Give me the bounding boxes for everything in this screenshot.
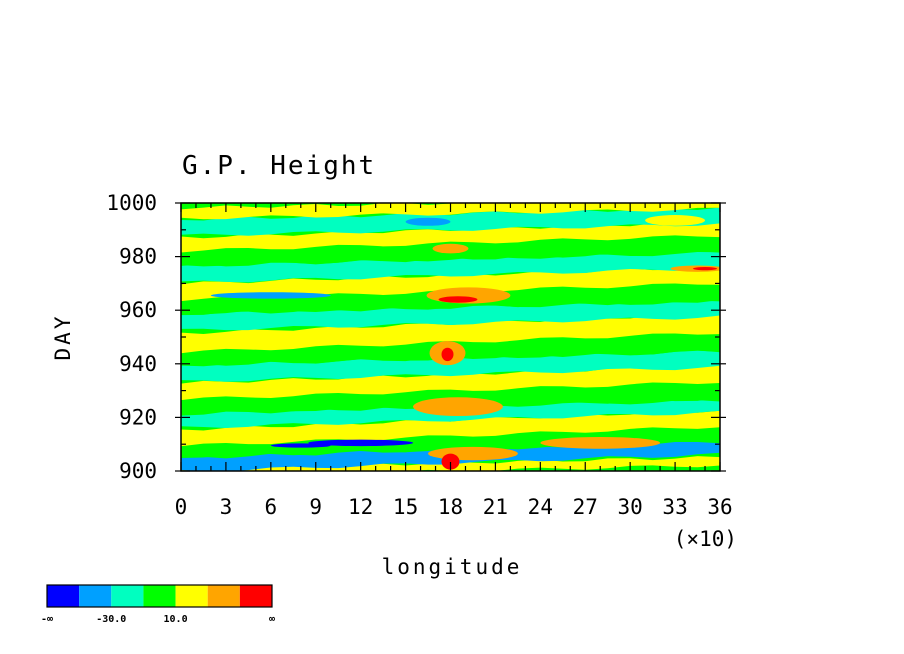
x-tick-label: 9 — [309, 495, 322, 519]
heatmap-blob — [441, 453, 460, 470]
heatmap-area — [181, 203, 720, 471]
heatmap-blob — [441, 347, 454, 362]
heatmap-band — [181, 350, 720, 382]
y-tick-label: 900 — [119, 459, 157, 483]
heatmap-blob — [645, 215, 706, 226]
heatmap-blob — [413, 397, 503, 417]
x-tick-label: 3 — [220, 495, 233, 519]
heatmap-band — [181, 428, 720, 459]
heatmap-blob — [438, 296, 478, 303]
colorbar-label: ∞ — [269, 614, 275, 625]
x-tick-label: 6 — [265, 495, 278, 519]
heatmap-band — [181, 365, 720, 401]
heatmap-blob — [428, 446, 518, 461]
x-axis-label: longitude — [382, 555, 523, 579]
heatmap-band — [181, 251, 720, 283]
heatmap-band — [181, 410, 720, 447]
x-tick-label: 15 — [393, 495, 418, 519]
y-tick-label: 920 — [119, 405, 157, 429]
heatmap-band — [181, 207, 720, 236]
x-tick-labels: 0 3 6 9 12 15 18 21 24 27 30 33 36 — [175, 495, 733, 519]
x-tick-label: 18 — [438, 495, 463, 519]
y-axis-label: DAY — [51, 314, 75, 361]
colorbar-label: -30.0 — [96, 614, 126, 625]
colorbar-swatch — [79, 585, 112, 607]
heatmap-blob — [210, 292, 331, 299]
colorbar-label: -∞ — [41, 614, 53, 625]
colorbar-frame — [46, 584, 273, 608]
x-tick-label: 36 — [707, 495, 732, 519]
x-tick-label: 24 — [528, 495, 553, 519]
heatmap-band — [181, 314, 720, 354]
colorbar-swatch — [175, 585, 208, 607]
x-multiplier-label: (×10) — [674, 527, 737, 551]
y-tick-labels: 900 920 940 960 980 1000 — [106, 191, 157, 483]
x-tick-label: 12 — [348, 495, 373, 519]
y-tick-label: 1000 — [106, 191, 157, 215]
colorbar-swatch — [207, 585, 240, 607]
y-tick-label: 940 — [119, 352, 157, 376]
heatmap-blob — [540, 436, 661, 449]
colorbar-swatch — [143, 585, 176, 607]
colorbar-swatch — [239, 585, 272, 607]
heatmap-band — [181, 222, 720, 253]
colorbar-swatch — [111, 585, 144, 607]
x-tick-label: 21 — [483, 495, 508, 519]
y-tick-label: 960 — [119, 298, 157, 322]
heatmap-band — [181, 266, 720, 302]
x-tick-label: 33 — [662, 495, 687, 519]
chart-title: G.P. Height — [182, 151, 376, 181]
heatmap-blob — [693, 267, 718, 271]
colorbar: -∞ -30.0 10.0 ∞ — [41, 584, 275, 625]
heatmap-blob — [270, 443, 331, 448]
axis-ticks — [175, 202, 726, 472]
x-tick-label: 27 — [573, 495, 598, 519]
x-tick-label: 30 — [618, 495, 643, 519]
heatmap-blob — [405, 217, 451, 226]
x-tick-label: 0 — [175, 495, 188, 519]
heatmap-blob — [308, 439, 414, 447]
colorbar-swatch — [47, 585, 80, 607]
colorbar-label: 10.0 — [164, 614, 188, 625]
heatmap-blob — [432, 243, 469, 254]
heatmap-band — [181, 299, 720, 331]
y-tick-label: 980 — [119, 245, 157, 269]
